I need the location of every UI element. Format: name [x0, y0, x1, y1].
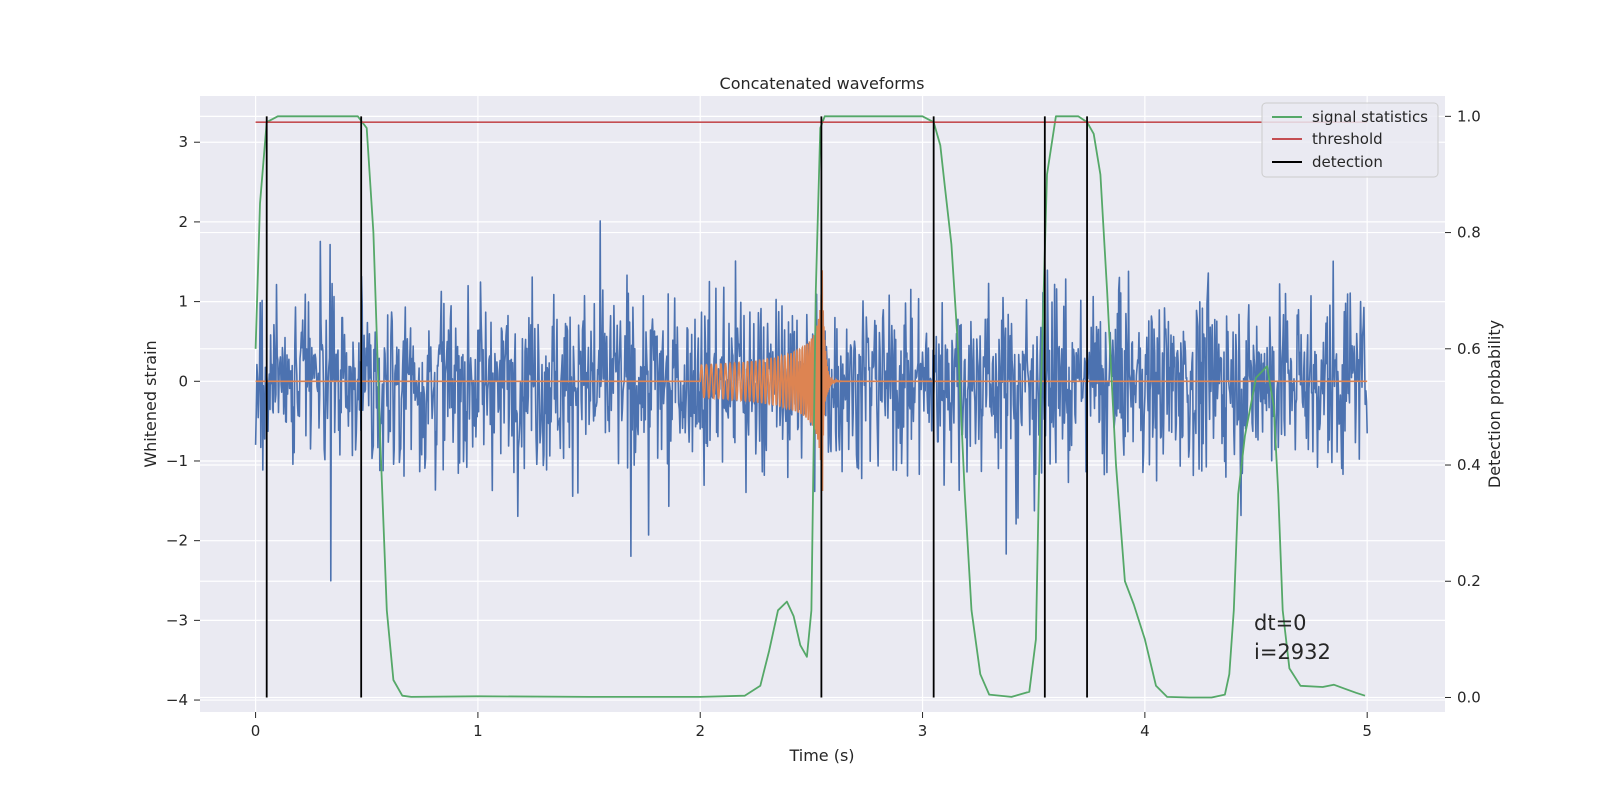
x-tick-label-3: 3 [918, 722, 928, 740]
x-tick-label-5: 5 [1362, 722, 1372, 740]
template-line [255, 270, 1368, 492]
y2-axis-label: Detection probability [1485, 320, 1504, 488]
y-tick-label-2: −2 [166, 532, 188, 550]
axis-ticks: 0 1 2 3 4 5 −4 −3 −2 −1 0 1 2 3 0.0 0.2 0.4 0.6 0.8 1.0 [166, 107, 1481, 740]
y2-tick-label-4: 0.8 [1457, 224, 1481, 242]
y-tick-label-1: −3 [166, 611, 188, 629]
signal-statistics-line [254, 115, 1366, 699]
y2-tick-label-5: 1.0 [1457, 107, 1481, 125]
signal-statistics-series [254, 115, 1366, 699]
x-tick-label-2: 2 [695, 722, 705, 740]
y-tick-label-6: 2 [178, 213, 188, 231]
chart-title: Concatenated waveforms [720, 74, 925, 93]
y-tick-label-3: −1 [166, 452, 188, 470]
x-tick-label-0: 0 [251, 722, 261, 740]
y2-tick-label-2: 0.4 [1457, 456, 1481, 474]
y2-tick-label-1: 0.2 [1457, 572, 1481, 590]
y-tick-label-4: 0 [178, 372, 188, 390]
legend-label-detection: detection [1312, 153, 1383, 171]
x-axis-label: Time (s) [788, 746, 854, 765]
legend-box [1261, 102, 1439, 178]
detection-series [265, 116, 1088, 698]
template-series [255, 270, 1368, 492]
legend: signal statistics threshold detection [1261, 102, 1439, 178]
legend-label-threshold: threshold [1312, 130, 1383, 148]
y-axis-label: Whitened strain [141, 340, 160, 467]
y-tick-label-5: 1 [178, 293, 188, 311]
y2-tick-label-0: 0.0 [1457, 688, 1481, 706]
x-tick-label-4: 4 [1140, 722, 1150, 740]
annotation-dt: dt=0 [1254, 611, 1307, 635]
y2-tick-label-3: 0.6 [1457, 340, 1481, 358]
x-tick-label-1: 1 [473, 722, 483, 740]
annotation-index: i=2932 [1254, 640, 1331, 664]
y-tick-label-7: 3 [178, 133, 188, 151]
y-tick-label-0: −4 [166, 691, 188, 709]
legend-label-signal-statistics: signal statistics [1312, 108, 1428, 126]
